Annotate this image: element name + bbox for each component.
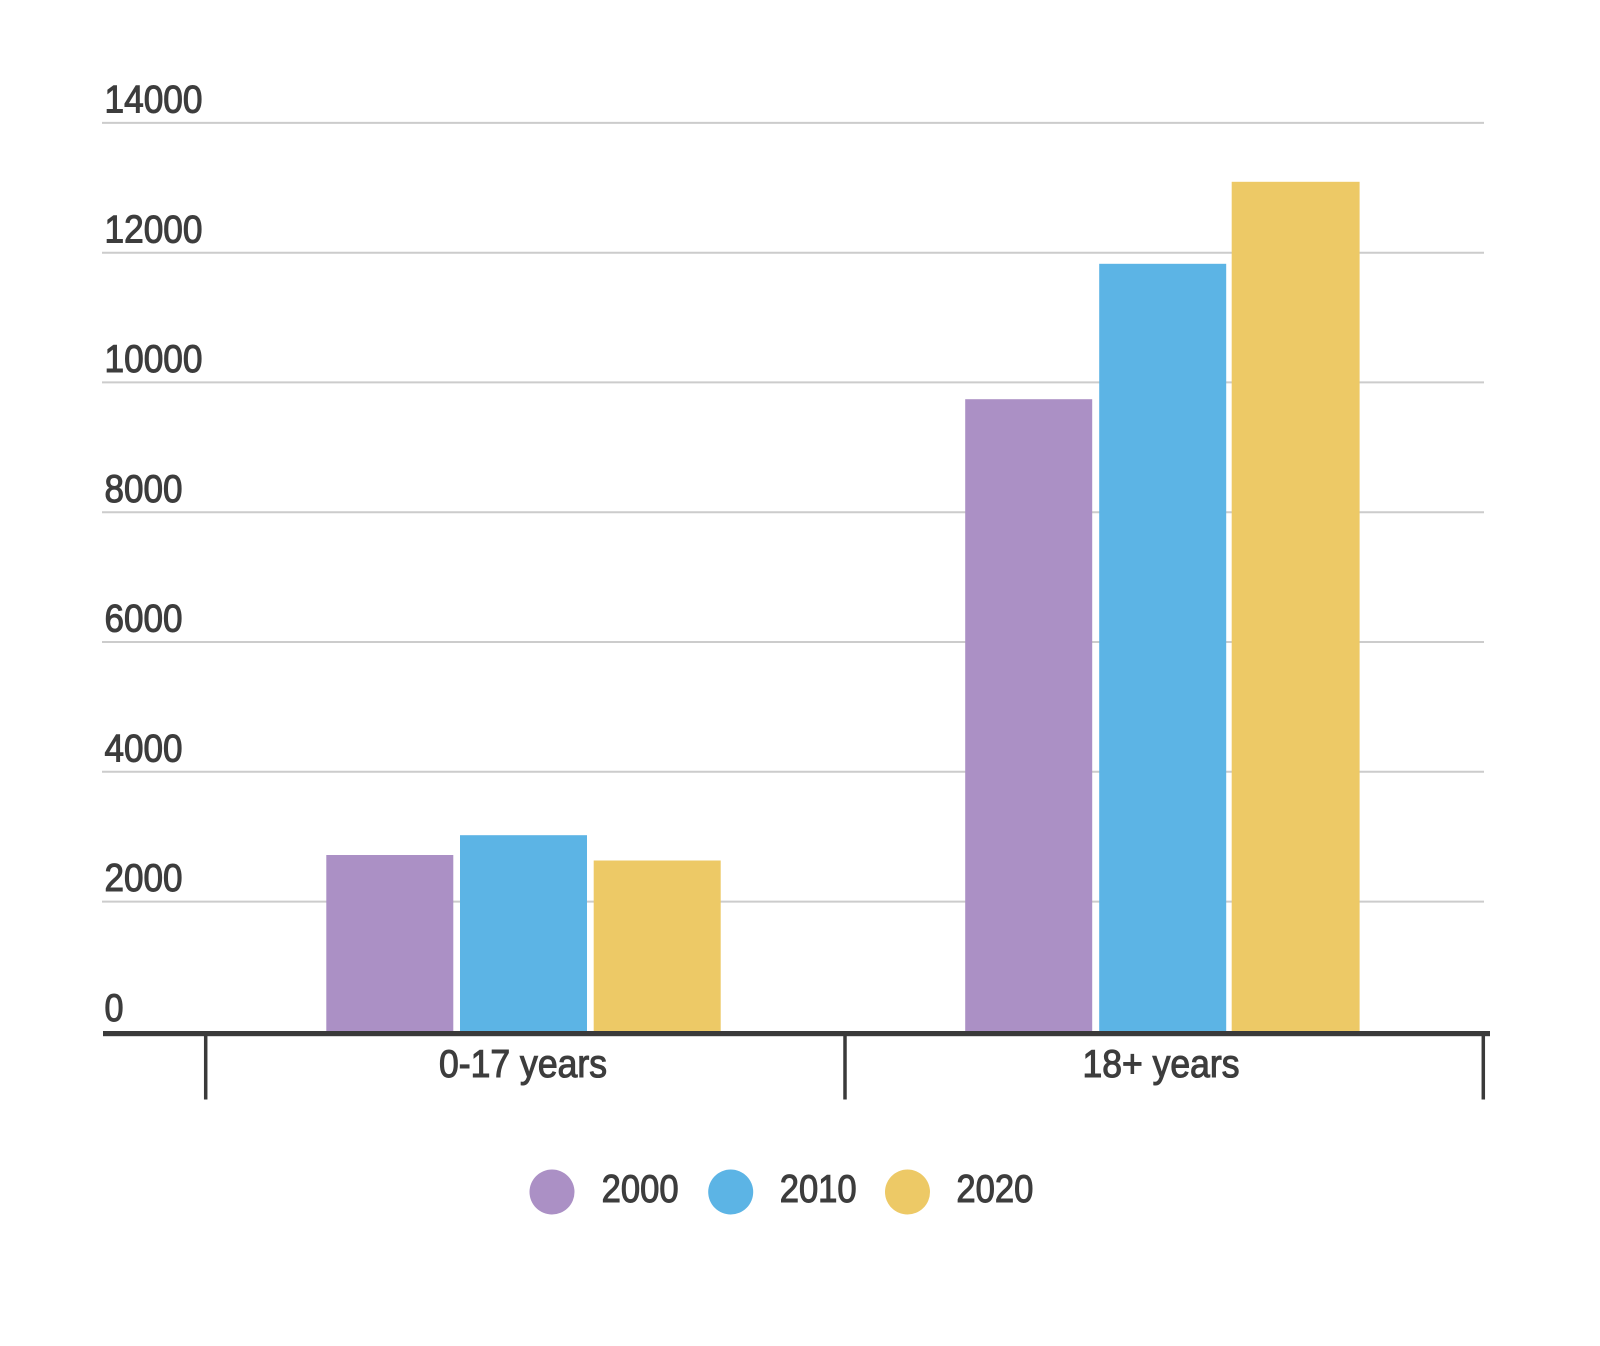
svg-text:10000: 10000 (105, 338, 203, 381)
svg-text:2010: 2010 (780, 1168, 857, 1211)
svg-text:8000: 8000 (105, 468, 183, 511)
svg-text:4000: 4000 (105, 727, 183, 770)
svg-text:6000: 6000 (105, 598, 183, 641)
svg-text:18+ years: 18+ years (1083, 1043, 1240, 1086)
svg-text:12000: 12000 (105, 208, 203, 251)
svg-text:0-17 years: 0-17 years (439, 1043, 607, 1086)
svg-text:2000: 2000 (105, 857, 183, 900)
svg-text:14000: 14000 (105, 79, 203, 122)
svg-text:0: 0 (105, 987, 124, 1030)
svg-text:2020: 2020 (956, 1168, 1033, 1211)
svg-text:2000: 2000 (602, 1168, 679, 1211)
